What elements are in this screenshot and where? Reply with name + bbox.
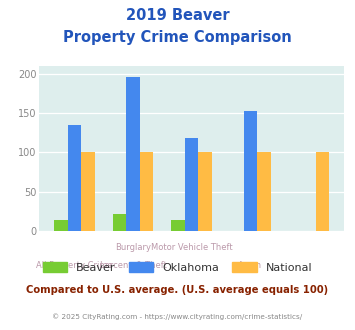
Bar bbox=[113, 214, 126, 231]
Bar bbox=[67, 125, 81, 231]
Bar bbox=[244, 111, 257, 231]
Bar bbox=[81, 152, 94, 231]
Text: 2019 Beaver: 2019 Beaver bbox=[126, 8, 229, 23]
Legend: Beaver, Oklahoma, National: Beaver, Oklahoma, National bbox=[38, 258, 317, 278]
Text: Burglary: Burglary bbox=[115, 243, 151, 251]
Bar bbox=[126, 77, 140, 231]
Text: Motor Vehicle Theft: Motor Vehicle Theft bbox=[151, 243, 233, 251]
Text: All Property Crime: All Property Crime bbox=[36, 261, 113, 270]
Bar bbox=[185, 138, 198, 231]
Bar bbox=[257, 152, 271, 231]
Bar bbox=[140, 152, 153, 231]
Text: © 2025 CityRating.com - https://www.cityrating.com/crime-statistics/: © 2025 CityRating.com - https://www.city… bbox=[53, 313, 302, 319]
Text: Larceny & Theft: Larceny & Theft bbox=[99, 261, 166, 270]
Bar bbox=[54, 220, 67, 231]
Text: Compared to U.S. average. (U.S. average equals 100): Compared to U.S. average. (U.S. average … bbox=[26, 285, 329, 295]
Bar bbox=[198, 152, 212, 231]
Text: Property Crime Comparison: Property Crime Comparison bbox=[63, 30, 292, 45]
Bar bbox=[171, 220, 185, 231]
Bar bbox=[316, 152, 329, 231]
Text: Arson: Arson bbox=[238, 261, 262, 270]
